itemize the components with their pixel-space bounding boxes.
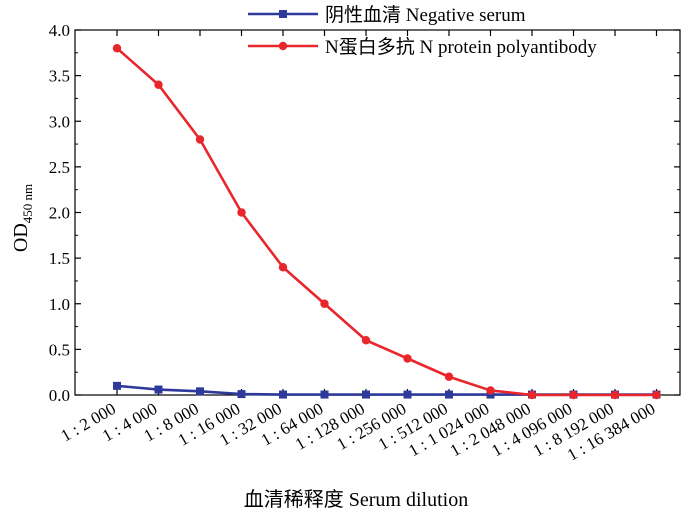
legend-marker: [279, 10, 287, 18]
data-point: [112, 44, 122, 53]
axes: [74, 29, 681, 396]
series-line: [116, 47, 657, 397]
data-point: [361, 336, 371, 345]
y-ticks: 0.0 0.5 1.0 1.5 2.0 2.5 3.0 3.5 4.0: [49, 21, 680, 405]
legend-label: 阴性血清 Negative serum: [325, 4, 526, 26]
y-tick-label: 1.0: [49, 295, 70, 314]
legend-marker: [278, 41, 288, 51]
y-tick-label: 0.0: [49, 386, 70, 405]
data-point: [362, 390, 370, 399]
x-axis-title: 血清稀释度 Serum dilution: [244, 488, 468, 511]
data-point: [279, 390, 287, 399]
data-point: [403, 354, 412, 363]
data-point: [154, 80, 163, 89]
data-point: [237, 208, 246, 217]
y-tick-label: 3.0: [49, 112, 70, 131]
y-tick-label: 4.0: [49, 21, 70, 40]
y-tick-label: 2.5: [49, 158, 70, 177]
data-point: [569, 390, 578, 400]
legend-item: N蛋白多抗 N protein polyantibody: [248, 36, 597, 58]
series-group: [112, 44, 661, 400]
y-axis-title-sub: 450 nm: [20, 184, 35, 223]
data-point: [320, 390, 329, 399]
data-point: [195, 135, 205, 144]
plot-frame: [74, 29, 681, 396]
data-point: [320, 299, 329, 308]
data-point: [527, 390, 537, 400]
data-point: [154, 385, 163, 394]
y-tick-label: 1.5: [49, 249, 70, 268]
data-point: [610, 390, 620, 400]
y-tick-label: 3.5: [49, 67, 70, 86]
data-point: [278, 263, 288, 272]
data-point: [444, 372, 454, 381]
data-point: [403, 390, 412, 399]
data-point: [113, 381, 121, 390]
data-point: [445, 390, 453, 399]
series-2: [112, 44, 661, 400]
data-point: [652, 390, 661, 400]
y-tick-label: 2.0: [49, 204, 70, 223]
data-point: [486, 386, 495, 395]
data-point: [237, 390, 246, 399]
y-axis-title: OD450 nm: [10, 184, 35, 252]
legend-item: 阴性血清 Negative serum: [248, 4, 526, 26]
legend-label: N蛋白多抗 N protein polyantibody: [325, 36, 597, 58]
legend: 阴性血清 Negative serum N蛋白多抗 N protein polya…: [248, 4, 597, 58]
y-axis-title-main: OD: [10, 223, 32, 252]
y-tick-label: 0.5: [49, 340, 70, 359]
data-point: [196, 387, 204, 396]
